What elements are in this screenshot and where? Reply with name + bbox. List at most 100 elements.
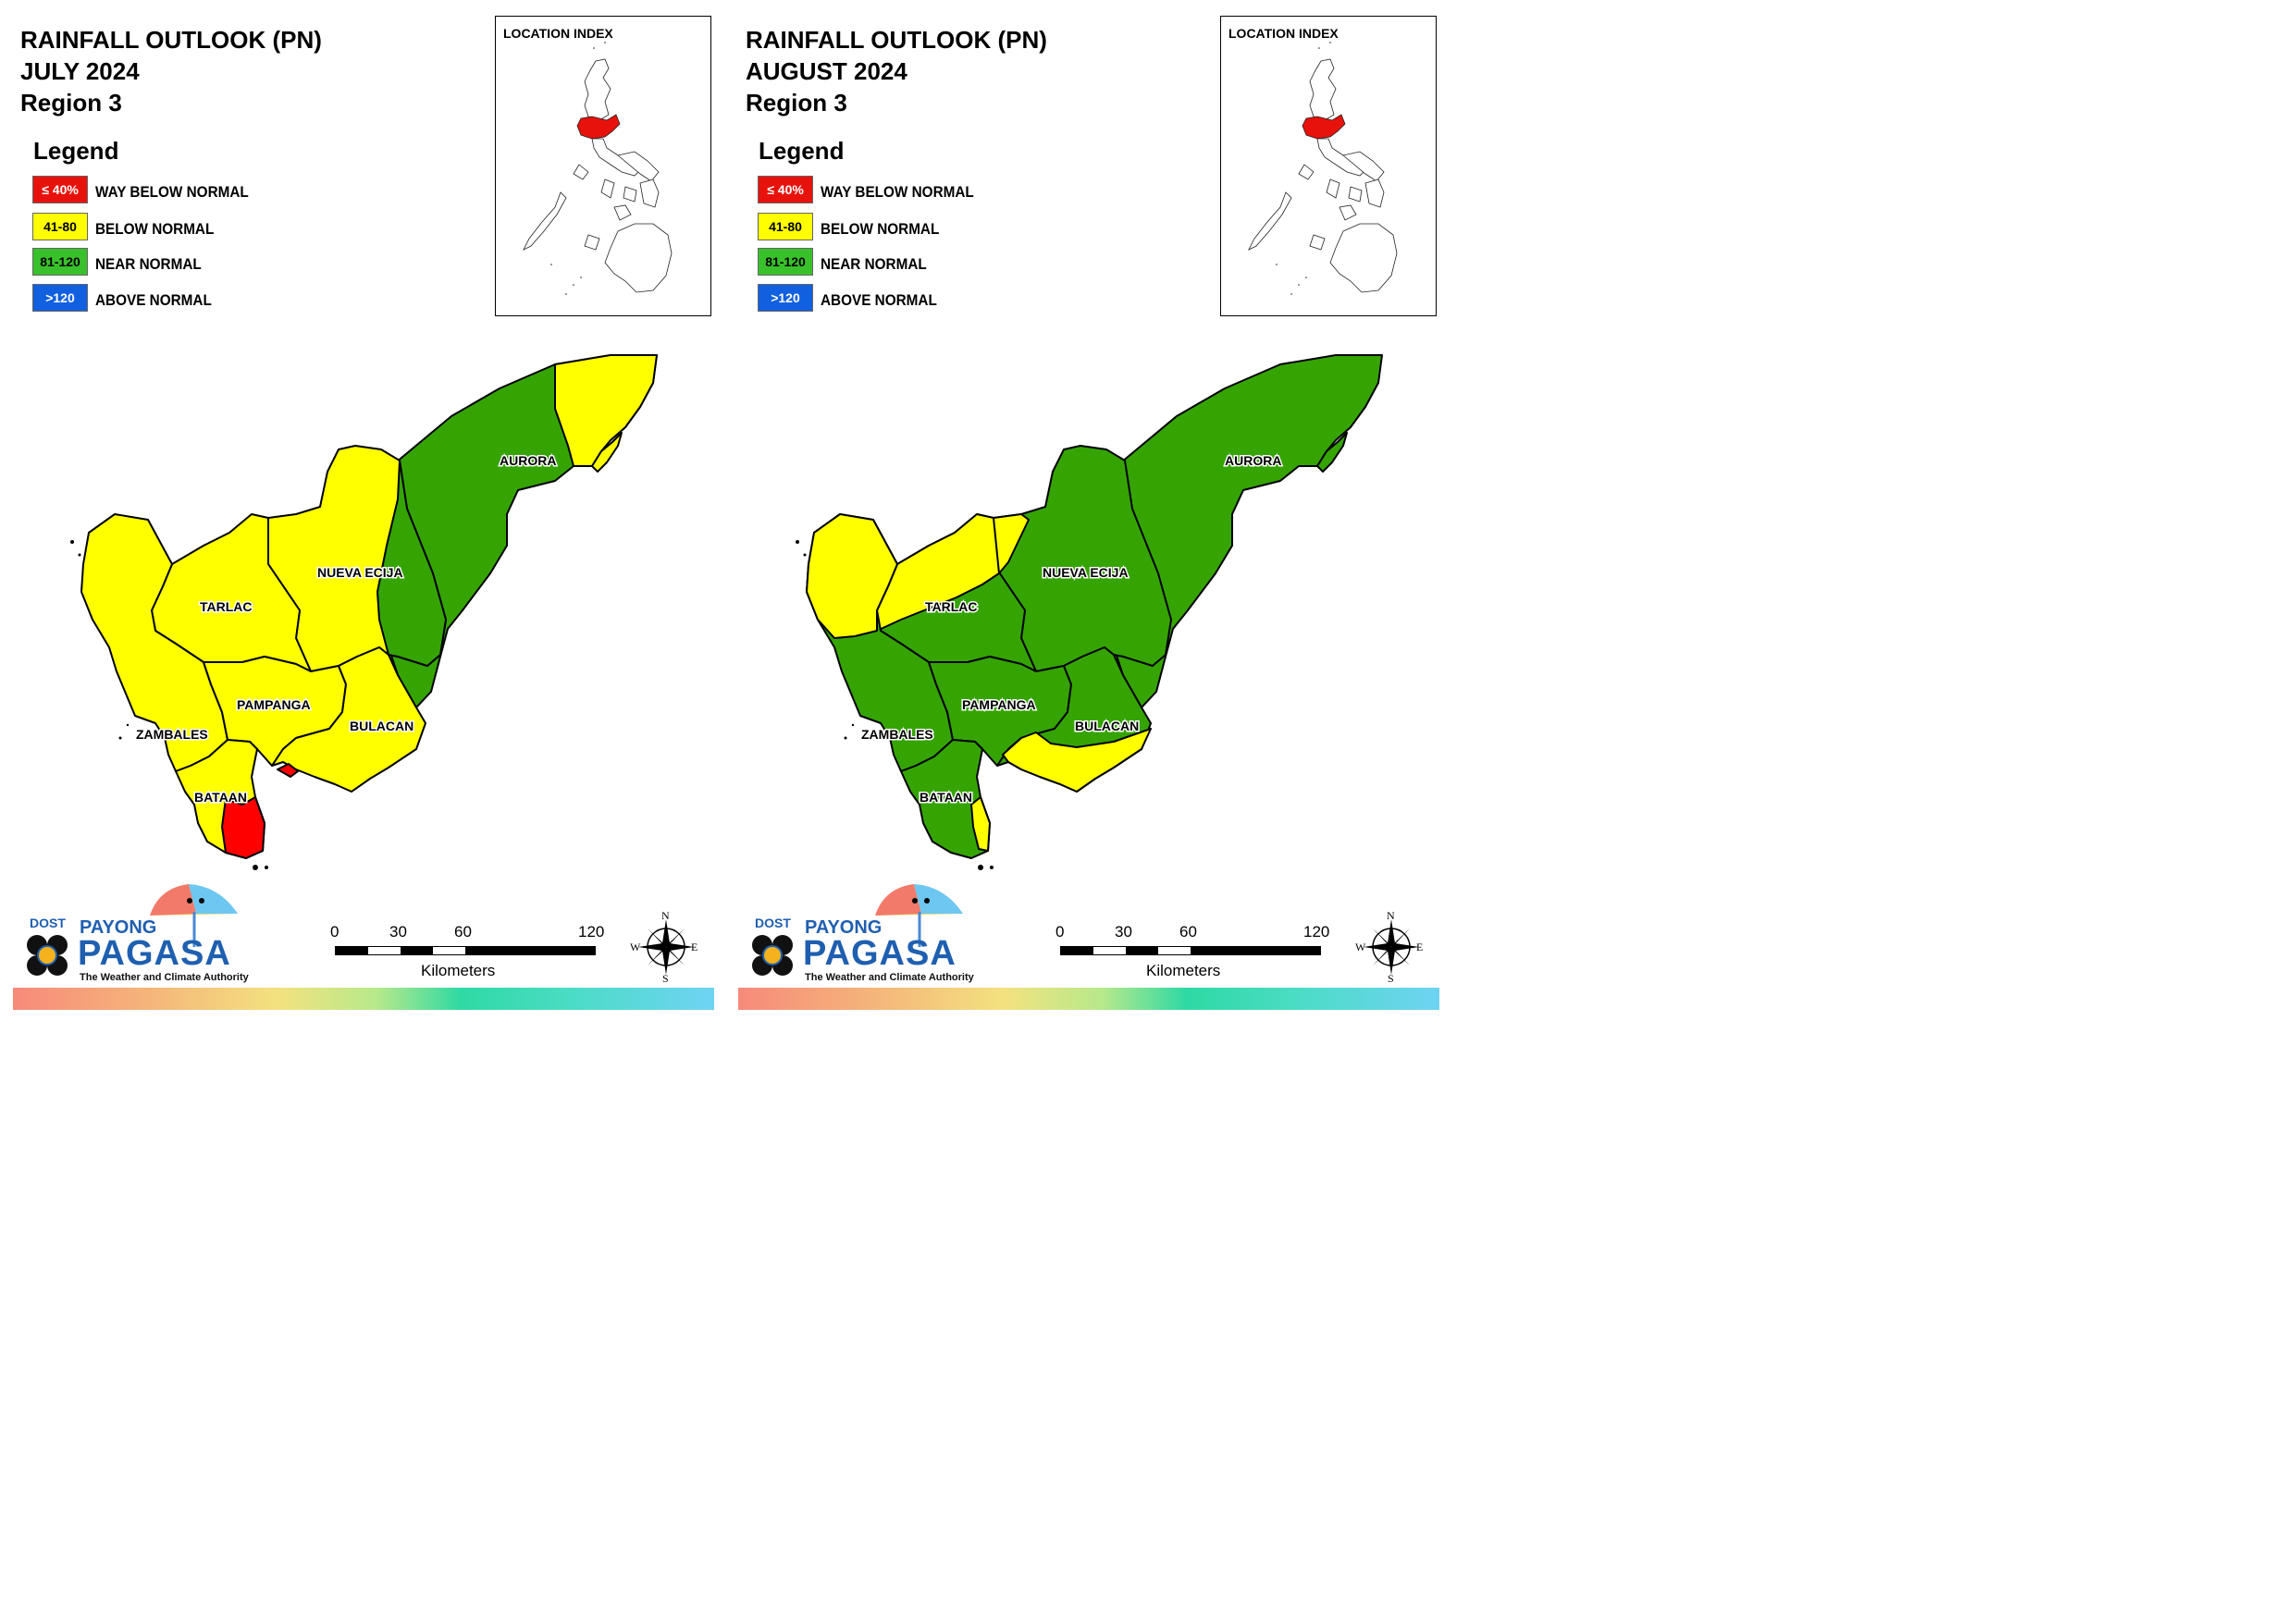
legend-item-below: 41-80 BELOW NORMAL [758, 213, 1035, 240]
label-aurora: AURORA [500, 453, 556, 468]
title-region: Region 3 [746, 89, 847, 117]
north-arrow-compass: N E S W [629, 909, 703, 990]
legend-label: NEAR NORMAL [95, 255, 202, 273]
label-bataan: BATAAN [920, 790, 972, 805]
scale-tick-30: 30 [389, 923, 407, 941]
north-arrow-compass: N E S W [1354, 909, 1428, 990]
legend-item-near: 81-120 NEAR NORMAL [758, 248, 1035, 276]
legend-swatch: >120 [758, 284, 813, 312]
scale-unit: Kilometers [421, 962, 496, 979]
logo-pagasa-text: PAGASA [803, 934, 957, 973]
compass-n: N [1387, 909, 1395, 922]
legend-title: Legend [759, 137, 845, 165]
payong-pagasa-logo: DOST PAYONG PAGASA The Weather and Clima… [746, 879, 977, 985]
legend-item-below: 41-80 BELOW NORMAL [32, 213, 310, 240]
label-zambales: ZAMBALES [861, 727, 933, 742]
scale-tick-120: 120 [1303, 923, 1330, 941]
location-index-inset: LOCATION INDEX [1220, 16, 1437, 316]
label-tarlac: TARLAC [925, 599, 978, 614]
logo-dost-text: DOST [30, 916, 66, 930]
compass-rose-icon [638, 919, 694, 975]
aurora-peninsula [1316, 432, 1348, 473]
title-month: AUGUST 2024 [746, 57, 907, 85]
compass-w: W [1355, 941, 1366, 953]
region-3-map: AURORA NUEVA ECIJA TARLAC PAMPANGA ZAMBA… [796, 354, 1383, 870]
bataan-tip-zone [970, 796, 991, 852]
logo-payong-text: PAYONG [80, 917, 157, 938]
region-3-map: AURORA NUEVA ECIJA TARLAC PAMPANGA ZAMBA… [70, 354, 658, 870]
map-title: RAINFALL OUTLOOK (PN) AUGUST 2024 Region… [746, 24, 1047, 118]
philippines-outline-map [523, 34, 673, 295]
scale-bar-graphic [335, 946, 596, 955]
map-title: RAINFALL OUTLOOK (PN) JULY 2024 Region 3 [20, 24, 322, 118]
legend-label: WAY BELOW NORMAL [95, 183, 249, 201]
inset-title: LOCATION INDEX [1228, 26, 1339, 41]
inset-title: LOCATION INDEX [503, 26, 613, 41]
logo-tagline: The Weather and Climate Authority [805, 972, 974, 983]
title-month: JULY 2024 [20, 57, 140, 85]
legend-label: NEAR NORMAL [821, 255, 927, 273]
compass-n: N [661, 909, 670, 922]
label-bataan: BATAAN [194, 790, 247, 805]
outlook-panel-july: RAINFALL OUTLOOK (PN) JULY 2024 Region 3… [0, 0, 725, 1014]
footer-gradient-bar [738, 988, 1439, 1010]
legend-swatch: >120 [32, 284, 88, 312]
zambales-north-zone [806, 513, 898, 639]
scale-tick-60: 60 [1179, 923, 1197, 941]
aurora-peninsula [591, 432, 623, 473]
title-line-1: RAINFALL OUTLOOK (PN) [746, 26, 1047, 54]
legend-item-above: >120 ABOVE NORMAL [758, 284, 1035, 312]
legend-label: BELOW NORMAL [95, 220, 215, 238]
bulacan-coast-red [277, 763, 299, 778]
scale-tick-60: 60 [454, 923, 472, 941]
scale-bar: 0 30 60 120 Kilometers [328, 923, 624, 988]
legend-swatch: ≤ 40% [758, 176, 813, 203]
legend-label: BELOW NORMAL [821, 220, 940, 238]
legend-swatch: 41-80 [758, 213, 813, 240]
label-pampanga: PAMPANGA [962, 697, 1036, 712]
label-nueva-ecija: NUEVA ECIJA [1043, 565, 1129, 580]
bulacan-region [271, 646, 426, 793]
payong-pagasa-logo: DOST PAYONG PAGASA The Weather and Clima… [20, 879, 252, 985]
scale-tick-120: 120 [578, 923, 605, 941]
scale-bar: 0 30 60 120 Kilometers [1054, 923, 1350, 988]
outlook-panel-august: RAINFALL OUTLOOK (PN) AUGUST 2024 Region… [725, 0, 1450, 1014]
legend-item-way-below: ≤ 40% WAY BELOW NORMAL [32, 176, 310, 203]
legend-swatch: 81-120 [758, 248, 813, 276]
label-aurora: AURORA [1225, 453, 1281, 468]
title-region: Region 3 [20, 89, 122, 117]
scale-tick-0: 0 [330, 923, 339, 941]
legend-label: ABOVE NORMAL [95, 291, 212, 309]
legend-label: WAY BELOW NORMAL [821, 183, 974, 201]
scale-tick-30: 30 [1115, 923, 1132, 941]
label-tarlac: TARLAC [200, 599, 253, 614]
compass-s: S [1388, 972, 1394, 985]
logo-dost-text: DOST [755, 916, 791, 930]
logo-pagasa-text: PAGASA [78, 934, 231, 973]
philippines-outline-map [1248, 34, 1398, 295]
aurora-north-zone [554, 354, 658, 467]
label-zambales: ZAMBALES [136, 727, 208, 742]
location-index-inset: LOCATION INDEX [495, 16, 711, 316]
title-line-1: RAINFALL OUTLOOK (PN) [20, 26, 322, 54]
scale-bar-graphic [1060, 946, 1321, 955]
compass-e: E [691, 941, 698, 953]
label-bulacan: BULACAN [1075, 719, 1139, 733]
compass-rose-icon [1364, 919, 1419, 975]
label-bulacan: BULACAN [350, 719, 414, 733]
compass-s: S [662, 972, 669, 985]
bulacan-south-zone [1002, 728, 1152, 793]
legend-swatch: 41-80 [32, 213, 88, 240]
logo-tagline: The Weather and Climate Authority [80, 972, 249, 983]
label-pampanga: PAMPANGA [237, 697, 311, 712]
legend-label: ABOVE NORMAL [821, 291, 937, 309]
legend-swatch: ≤ 40% [32, 176, 88, 203]
legend-swatch: 81-120 [32, 248, 88, 276]
label-nueva-ecija: NUEVA ECIJA [317, 565, 403, 580]
logo-graphic [752, 884, 963, 976]
compass-w: W [630, 941, 641, 953]
legend-item-above: >120 ABOVE NORMAL [32, 284, 310, 312]
aurora-region [1104, 354, 1383, 708]
scale-tick-0: 0 [1055, 923, 1065, 941]
logo-graphic [27, 884, 238, 976]
